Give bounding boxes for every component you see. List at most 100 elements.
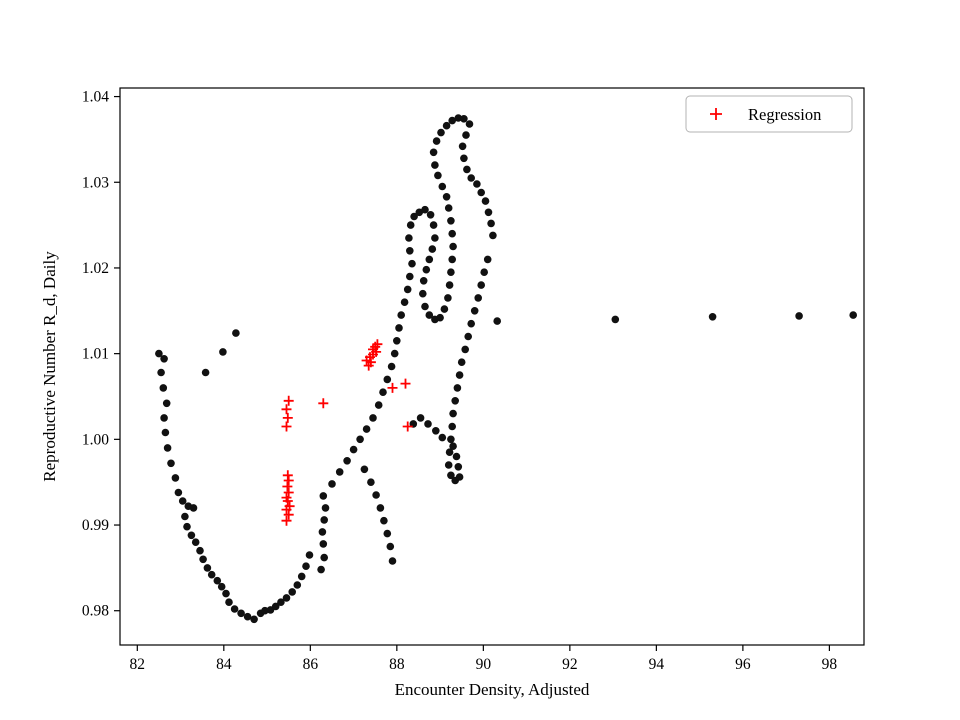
data-point xyxy=(415,208,424,217)
data-point xyxy=(455,473,464,481)
regression-point xyxy=(284,501,295,512)
data-point xyxy=(462,131,470,139)
data-point xyxy=(383,375,392,384)
data-point xyxy=(467,174,476,182)
y-tick-label: 1.00 xyxy=(82,431,109,448)
data-point xyxy=(473,180,481,188)
data-point xyxy=(320,553,329,562)
data-point xyxy=(163,444,172,452)
data-point xyxy=(369,414,377,422)
data-point xyxy=(162,399,171,408)
data-point xyxy=(386,542,395,551)
data-point xyxy=(317,565,325,574)
regression-point xyxy=(281,404,292,415)
data-point xyxy=(250,615,258,624)
data-point xyxy=(421,302,429,311)
data-point xyxy=(448,116,457,125)
data-point xyxy=(174,488,183,497)
data-point xyxy=(493,317,502,325)
data-point xyxy=(437,128,445,137)
data-point xyxy=(445,448,454,457)
data-point xyxy=(470,307,479,315)
regression-point xyxy=(282,470,293,481)
x-tick-label: 98 xyxy=(822,656,838,673)
data-point xyxy=(432,427,440,435)
data-point xyxy=(457,358,466,367)
x-tick-label: 82 xyxy=(130,656,146,673)
data-point xyxy=(360,465,369,474)
data-point xyxy=(217,582,226,591)
data-point xyxy=(454,463,463,471)
data-point xyxy=(440,305,449,313)
x-tick-label: 90 xyxy=(476,656,492,673)
data-point xyxy=(438,433,447,442)
data-point xyxy=(447,217,455,225)
regression-point xyxy=(282,412,293,423)
data-point xyxy=(203,564,212,572)
regression-point xyxy=(283,509,294,520)
data-point xyxy=(277,598,285,606)
data-point xyxy=(343,457,351,465)
series-trajectory xyxy=(155,114,857,624)
data-point xyxy=(160,355,168,363)
regression-point xyxy=(372,339,383,350)
data-point xyxy=(199,555,207,564)
data-point xyxy=(460,154,468,163)
data-point xyxy=(388,557,397,565)
regression-point xyxy=(281,421,292,432)
data-point xyxy=(207,570,216,579)
data-point xyxy=(448,229,457,238)
data-point xyxy=(447,471,455,480)
data-point xyxy=(463,165,471,174)
data-point xyxy=(288,588,297,596)
data-point xyxy=(282,594,291,602)
regression-point xyxy=(402,421,413,432)
data-point xyxy=(395,324,403,332)
data-point xyxy=(181,512,189,521)
data-point xyxy=(442,121,451,130)
data-point xyxy=(160,414,168,422)
y-tick-label: 1.02 xyxy=(82,260,109,277)
data-point xyxy=(328,480,336,488)
data-point xyxy=(376,504,385,512)
data-point xyxy=(393,337,401,345)
data-point xyxy=(189,504,198,512)
data-point xyxy=(474,294,483,302)
legend-box xyxy=(685,95,853,133)
regression-point xyxy=(387,382,398,393)
legend: Regression xyxy=(685,95,853,133)
data-point xyxy=(487,219,495,228)
data-point xyxy=(449,409,457,418)
axes-frame xyxy=(119,87,865,646)
data-point xyxy=(428,245,437,253)
data-point xyxy=(484,208,493,217)
legend-label: Regression xyxy=(748,105,821,124)
data-point xyxy=(213,576,222,585)
data-point xyxy=(318,528,327,536)
data-point xyxy=(467,319,476,328)
y-tick-label: 1.03 xyxy=(82,174,109,191)
data-point xyxy=(461,345,470,354)
y-axis-label: Reproductive Number R_d, Daily xyxy=(40,251,59,482)
data-point xyxy=(237,609,245,618)
data-point xyxy=(225,598,233,606)
data-point xyxy=(421,205,429,214)
data-point xyxy=(349,445,358,454)
data-point xyxy=(465,120,474,128)
data-point xyxy=(419,289,427,298)
data-point xyxy=(171,474,180,482)
data-point xyxy=(431,234,439,242)
data-point xyxy=(305,551,314,559)
data-point xyxy=(157,368,165,377)
data-point xyxy=(383,529,392,538)
data-point xyxy=(480,268,489,277)
data-point xyxy=(380,516,388,525)
data-point xyxy=(356,435,364,444)
y-tick-label: 1.01 xyxy=(82,346,109,363)
data-point xyxy=(434,171,442,180)
data-point xyxy=(436,313,444,322)
data-point xyxy=(390,349,399,358)
data-point xyxy=(483,255,492,264)
data-point xyxy=(374,401,383,409)
